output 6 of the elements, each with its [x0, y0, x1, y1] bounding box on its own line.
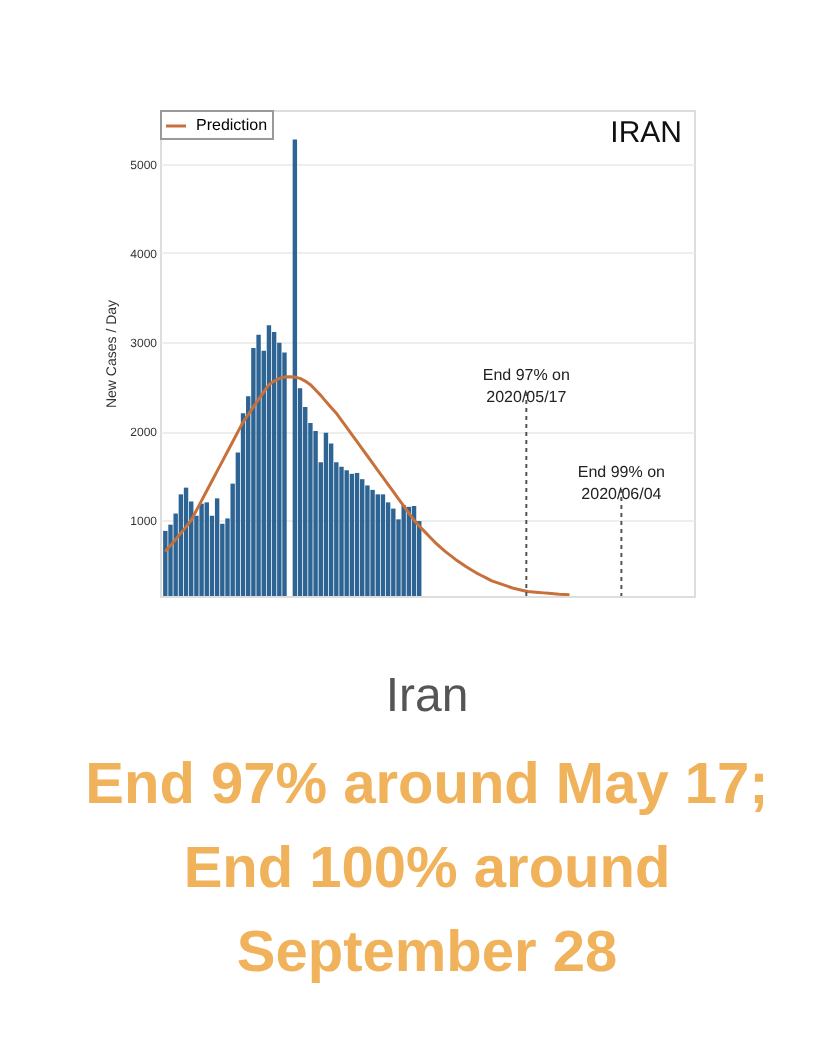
- text: End 97% around May 17; End 100% around September 28: [85, 753, 769, 985]
- text: Iran: [385, 669, 469, 723]
- annotation: End 99% on 2020/06/04: [577, 463, 665, 504]
- annotation: IRAN: [610, 116, 682, 150]
- annotation: End 97% on 2020/05/17: [482, 365, 570, 406]
- legend-label: Prediction: [196, 116, 268, 134]
